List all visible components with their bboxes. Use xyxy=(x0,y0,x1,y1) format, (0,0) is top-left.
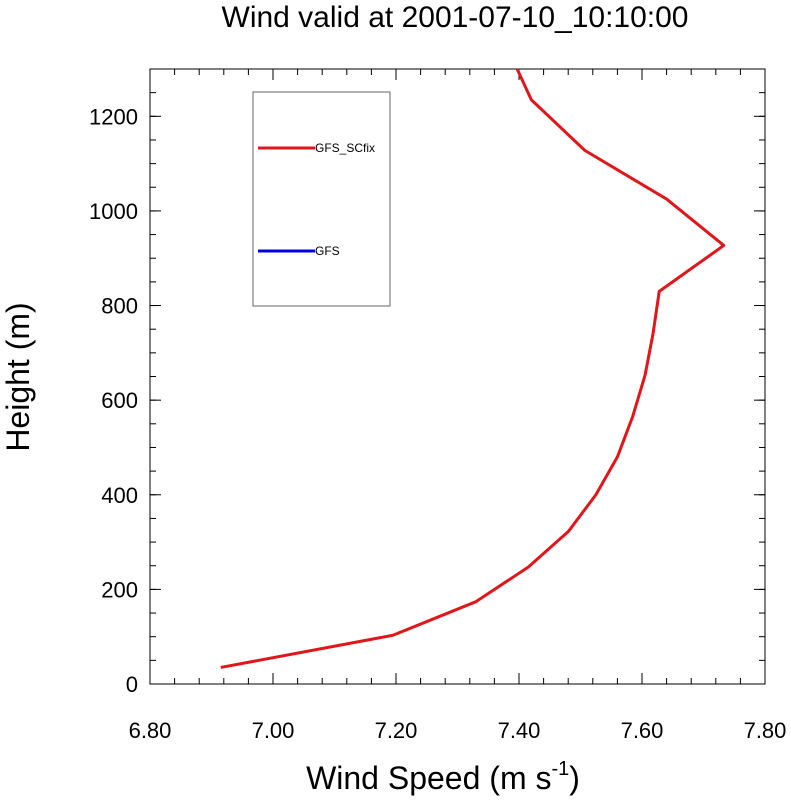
axis-ticks xyxy=(149,68,766,685)
chart-title: Wind valid at 2001-07-10_10:10:00 xyxy=(222,1,689,34)
x-tick-label: 7.60 xyxy=(621,718,664,743)
x-axis-label-superscript: -1 xyxy=(551,758,569,780)
x-axis-label: Wind Speed (m s-1) xyxy=(306,758,580,796)
y-tick-label: 200 xyxy=(101,577,138,602)
y-tick-label: 1200 xyxy=(89,104,138,129)
y-tick-label: 600 xyxy=(101,388,138,413)
x-axis-label-main: Wind Speed (m s xyxy=(306,760,551,796)
x-tick-label: 7.00 xyxy=(252,718,295,743)
legend-label: GFS_SCfix xyxy=(315,141,375,155)
plot-frame xyxy=(149,68,766,685)
x-tick-label: 6.80 xyxy=(129,718,172,743)
y-tick-label: 800 xyxy=(101,294,138,319)
x-tick-label: 7.40 xyxy=(498,718,541,743)
legend-box xyxy=(252,91,391,307)
legend-label: GFS xyxy=(315,244,340,258)
x-axis-label-close: ) xyxy=(569,760,580,796)
x-tick-label: 7.20 xyxy=(375,718,418,743)
legend: GFS_SCfix GFS xyxy=(252,91,391,307)
series-lines xyxy=(220,68,726,669)
x-tick-label: 7.80 xyxy=(744,718,787,743)
y-tick-label: 400 xyxy=(101,483,138,508)
series-line-gfs-scfix xyxy=(220,68,726,669)
y-axis-label: Height (m) xyxy=(0,302,36,451)
tick-labels: 6.80 7.00 7.20 7.40 7.60 7.80 0 200 400 600 800 100… xyxy=(89,104,786,743)
y-tick-label: 0 xyxy=(126,672,138,697)
y-tick-label: 1000 xyxy=(89,199,138,224)
